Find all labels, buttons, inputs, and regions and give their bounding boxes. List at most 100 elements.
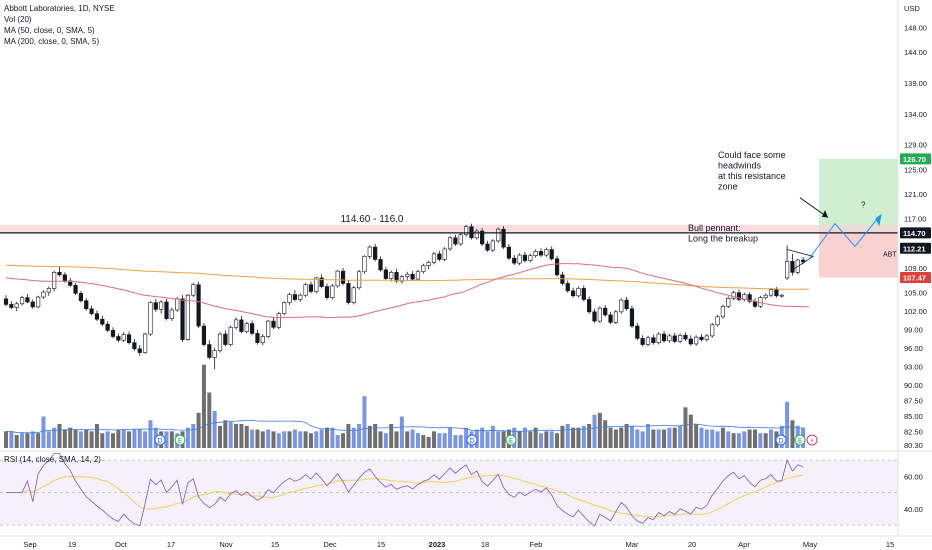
candle-body (3, 298, 9, 305)
volume-bar (255, 429, 260, 448)
volume-bar (228, 422, 233, 448)
volume-bar (565, 423, 570, 448)
candle (747, 292, 752, 304)
candle-body (720, 305, 725, 318)
candle (308, 281, 314, 294)
candle (287, 292, 292, 306)
candle-body (624, 299, 629, 310)
event-badge-letter: E (798, 437, 802, 445)
candle-body (683, 334, 688, 340)
volume-bar (36, 433, 41, 448)
candle (533, 249, 538, 258)
candle-body (688, 338, 693, 345)
candle (239, 316, 244, 334)
candle (228, 325, 233, 347)
candle (779, 293, 784, 298)
candle-body (84, 300, 89, 310)
time-axis[interactable]: Sep 19 Oct 17 Nov 15 Dec 15 2023 18 Feb Mar 20 Apr May… (0, 535, 932, 549)
price-tick-label: 121.00 (904, 190, 927, 199)
volume-bar (127, 431, 132, 448)
volume-bar (672, 427, 677, 448)
volume-bar (111, 433, 115, 448)
candle (196, 281, 201, 328)
candle (512, 255, 517, 265)
candle (490, 239, 495, 253)
candle (271, 317, 276, 330)
volume-bar (720, 427, 725, 448)
annotations: Could face some headwinds at this resistan… (688, 150, 897, 271)
symbol-title[interactable]: Abbott Laboratories, 1D, NYSE (4, 4, 115, 13)
candle (266, 319, 271, 339)
candle-body (699, 336, 704, 340)
candle-body (405, 273, 410, 277)
price-label-text: 112.21 (903, 244, 926, 253)
time-tick-label: Oct (115, 540, 128, 549)
candle-body (244, 323, 249, 332)
candle-body (143, 333, 148, 353)
volume-bar (785, 401, 790, 448)
candle (784, 245, 790, 280)
volume-bar (287, 431, 292, 448)
candle-body (19, 297, 25, 305)
event-badge-letter: ⚡ (810, 437, 815, 445)
time-tick-label: Dec (323, 540, 337, 549)
volume-bar (335, 435, 340, 448)
volume-bar (105, 431, 110, 448)
time-tick-label: 19 (68, 540, 76, 549)
volume-bar (399, 416, 404, 448)
candle (554, 255, 560, 277)
rsi-indicator-label[interactable]: RSI (14, close, SMA, 14, 2) (4, 455, 101, 464)
volume-bar (20, 433, 25, 448)
candle-body (635, 325, 640, 339)
candle (41, 290, 46, 299)
candle-body (784, 260, 790, 279)
candle-body (469, 226, 474, 239)
volume-bar (373, 423, 378, 448)
volume-bar (571, 427, 576, 448)
time-tick-label: 15 (886, 540, 894, 549)
volume-bar (46, 431, 51, 448)
volume-bar (763, 433, 768, 448)
candle (250, 320, 255, 336)
volume-bar (699, 427, 704, 448)
candle (46, 286, 51, 296)
candle-body (774, 289, 779, 297)
price-axis[interactable]: 148.00 144.00 139.00 134.00 129.00 125.00 121.… (897, 0, 931, 536)
ma200-line (5, 264, 810, 290)
price-tick-label: 144.00 (904, 48, 927, 57)
price-tick-label: 148.00 (904, 24, 927, 33)
candle (651, 334, 656, 345)
candle-body (324, 286, 330, 298)
callout-arrowhead (822, 210, 828, 218)
ma50-indicator-label[interactable]: MA (50, close, 0, SMA, 5) (4, 26, 95, 35)
volume-bar (517, 431, 522, 448)
volume-bar (73, 429, 78, 448)
candle-body (346, 283, 351, 303)
volume-bar (100, 433, 105, 448)
volume-bar (169, 431, 174, 448)
candle-body (351, 287, 356, 303)
price-tick-label: 109.00 (904, 264, 927, 273)
candle-body (747, 294, 752, 302)
candle (78, 290, 83, 303)
candle-body (62, 274, 67, 282)
candle (544, 247, 549, 257)
projection-arrowhead (875, 213, 882, 227)
candle (362, 255, 367, 274)
ma200-indicator-label[interactable]: MA (200, close, 0, SMA, 5) (4, 37, 100, 46)
price-tick-label: 82.50 (904, 427, 923, 436)
volume-bar (635, 429, 640, 448)
candle (3, 295, 9, 307)
price-tick-label: 105.00 (904, 289, 927, 298)
resistance-zone-label: 114.60 - 116.0 (340, 214, 403, 225)
candle (405, 271, 410, 280)
candle-body (533, 251, 538, 257)
candle-body (570, 290, 576, 297)
volume-bar (432, 431, 436, 448)
candle (260, 334, 265, 346)
candle-body (73, 285, 78, 294)
volume-bar (4, 431, 8, 448)
volume-indicator-label[interactable]: Vol (20) (4, 15, 32, 24)
event-badge: D (154, 434, 166, 446)
